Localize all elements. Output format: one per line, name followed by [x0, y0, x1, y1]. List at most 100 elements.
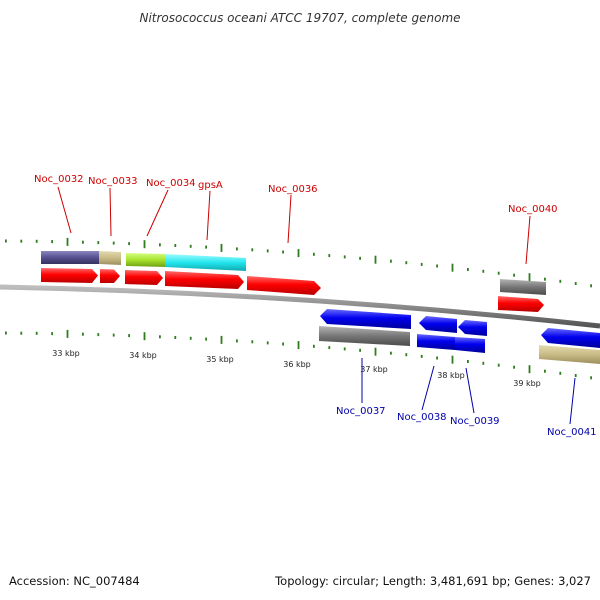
outer-minor-tick [467, 268, 469, 271]
outer-minor-tick [482, 269, 485, 273]
top-feature-track [41, 251, 546, 295]
feature-bar-noc0041[interactable] [539, 345, 600, 364]
gene-label-noc0036[interactable]: Noc_0036 [268, 184, 318, 195]
outer-minor-tick [82, 240, 84, 244]
outer-major-tick [374, 255, 377, 264]
inner-minor-tick [497, 363, 500, 367]
inner-minor-tick [559, 371, 562, 375]
feature-bar-noc0037[interactable] [319, 326, 410, 346]
leader-line-gpsa [206, 190, 211, 241]
outer-minor-tick [97, 241, 100, 245]
inner-minor-tick [51, 332, 53, 336]
inner-minor-tick [174, 336, 177, 339]
gene-label-noc0039[interactable]: Noc_0039 [450, 416, 500, 427]
cds-arrow-noc0037[interactable] [320, 309, 411, 329]
outer-minor-tick [359, 256, 361, 260]
outer-minor-tick [405, 261, 408, 265]
bottom-feature-track [319, 326, 600, 364]
outer-minor-tick [513, 273, 515, 277]
gene-label-noc0040[interactable]: Noc_0040 [508, 204, 558, 215]
cds-arrow-gpsa[interactable] [165, 271, 244, 289]
inner-major-tick [220, 335, 223, 344]
outer-minor-tick [282, 250, 284, 254]
accession-text: Accession: NC_007484 [9, 574, 140, 588]
gene-label-noc0038[interactable]: Noc_0038 [397, 412, 447, 423]
outer-minor-tick [128, 242, 130, 246]
outer-minor-tick [159, 243, 161, 247]
cds-arrow-noc0038[interactable] [419, 316, 457, 333]
outer-minor-tick [35, 239, 38, 243]
outer-minor-tick [313, 252, 315, 256]
inner-minor-tick [282, 342, 284, 346]
outer-minor-tick [189, 244, 192, 248]
inner-minor-tick [251, 340, 254, 344]
inner-minor-tick [405, 353, 408, 357]
inner-minor-tick [97, 333, 100, 337]
genome-summary-text: Topology: circular; Length: 3,481,691 bp… [274, 574, 591, 588]
outer-minor-tick [497, 271, 500, 275]
inner-minor-tick [189, 336, 192, 340]
bottom-cds-track [320, 309, 600, 348]
feature-bar-noc0033[interactable] [99, 251, 121, 265]
gene-label-noc0034[interactable]: Noc_0034 [146, 178, 196, 189]
outer-minor-tick [266, 249, 269, 253]
gene-label-noc0033[interactable]: Noc_0033 [88, 176, 138, 187]
outer-major-tick [220, 243, 223, 252]
cds-arrow-noc0033[interactable] [100, 269, 120, 283]
scale-label-36kbp: 36 kbp [283, 360, 311, 369]
inner-minor-tick [236, 339, 238, 343]
feature-bar-noc0034[interactable] [126, 253, 165, 267]
scale-label-34kbp: 34 kbp [129, 351, 157, 360]
outer-major-tick [66, 237, 69, 246]
feature-bar-noc0040[interactable] [500, 279, 546, 295]
inner-minor-tick [359, 348, 361, 352]
leader-line-noc0040 [525, 215, 531, 265]
gene-label-noc0037[interactable]: Noc_0037 [336, 406, 386, 417]
inner-minor-tick [159, 335, 161, 339]
gene-label-gpsa[interactable]: gpsA [198, 180, 223, 191]
leader-line-noc0032 [57, 186, 72, 234]
scale-label-37kbp: 37 kbp [360, 365, 388, 374]
inner-minor-tick [128, 334, 130, 338]
outer-minor-tick [328, 254, 331, 258]
outer-tick-ring [5, 237, 592, 288]
cds-arrow-noc0041[interactable] [541, 328, 600, 348]
feature-bar-gpsa[interactable] [165, 254, 246, 271]
outer-minor-tick [112, 241, 115, 245]
gene-label-noc0032[interactable]: Noc_0032 [34, 174, 84, 185]
outer-minor-tick [20, 239, 23, 243]
inner-minor-tick [20, 331, 23, 335]
cds-arrow-noc0039[interactable] [458, 320, 487, 336]
inner-minor-tick [82, 332, 84, 336]
cds-arrow-noc0036[interactable] [247, 276, 321, 295]
outer-major-tick [297, 249, 300, 258]
leader-line-noc0038 [421, 365, 435, 411]
cds-arrow-noc0032[interactable] [41, 268, 98, 283]
leader-line-noc0036 [287, 194, 292, 244]
inner-minor-tick [205, 337, 207, 341]
inner-major-tick [297, 341, 300, 350]
inner-minor-tick [420, 354, 423, 358]
inner-major-tick [451, 355, 454, 364]
outer-minor-tick [436, 264, 438, 268]
top-cds-track [41, 268, 544, 312]
outer-major-tick [143, 240, 146, 249]
inner-minor-tick [328, 346, 331, 350]
feature-bar-noc0038[interactable] [417, 334, 455, 350]
leader-line-noc0041 [569, 377, 576, 425]
leader-line-noc0039 [465, 367, 475, 414]
feature-bar-noc0032[interactable] [41, 251, 99, 264]
inner-major-tick [143, 332, 146, 341]
outer-minor-tick [205, 245, 207, 249]
cds-arrow-noc0040[interactable] [498, 296, 544, 312]
feature-bar-noc0039[interactable] [455, 337, 485, 353]
inner-minor-tick [112, 333, 115, 337]
gene-label-noc0041[interactable]: Noc_0041 [547, 427, 597, 438]
outer-minor-tick [559, 279, 562, 283]
leader-line-noc0033 [109, 187, 112, 237]
genome-backbone [0, 284, 600, 329]
map-title: Nitrosococcus oceani ATCC 19707, complet… [139, 11, 460, 25]
cds-arrow-noc0034[interactable] [125, 270, 163, 285]
inner-major-tick [374, 347, 377, 356]
